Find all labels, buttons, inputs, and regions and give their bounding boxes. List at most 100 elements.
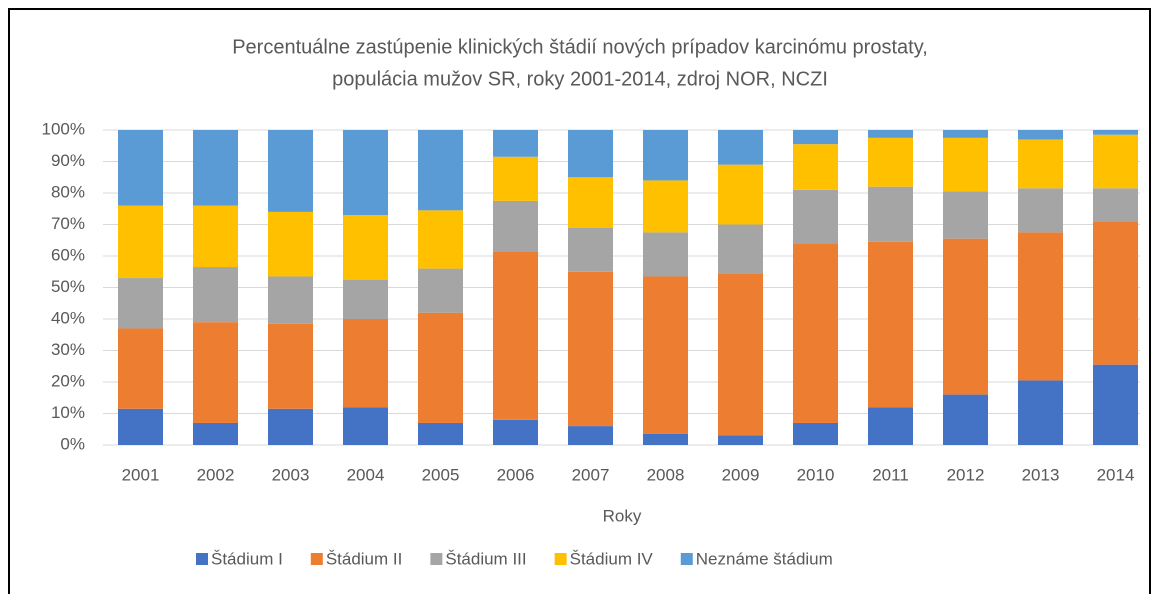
legend-swatch — [430, 553, 443, 565]
bar-segment — [793, 144, 838, 190]
bar-segment — [1093, 364, 1138, 445]
bar-segment — [568, 227, 613, 272]
bar-segment — [943, 137, 988, 192]
bar-segment — [343, 215, 388, 280]
bar-segment — [868, 130, 913, 138]
bar-segment — [643, 433, 688, 445]
bar-segment — [868, 407, 913, 445]
bar-segment — [643, 130, 688, 181]
bar-segment — [193, 205, 238, 268]
bar-segment — [568, 177, 613, 228]
bar-segment — [118, 408, 163, 445]
bar-segment — [943, 238, 988, 395]
bar-segment — [643, 276, 688, 434]
y-tick-label: 100% — [42, 119, 85, 138]
bar-segment — [493, 419, 538, 445]
bar-segment — [793, 130, 838, 145]
bar-segment — [1018, 380, 1063, 445]
bar-segment — [118, 328, 163, 409]
y-tick-label: 70% — [51, 214, 85, 233]
bar-segment — [268, 130, 313, 212]
bar-segment — [268, 276, 313, 324]
bar-segment — [718, 164, 763, 225]
bar-segment — [943, 130, 988, 138]
bar-segment — [418, 130, 463, 211]
x-tick-label: 2008 — [647, 465, 685, 484]
bar-segment — [1093, 134, 1138, 189]
bar-segment — [568, 271, 613, 427]
bar-segment — [268, 323, 313, 409]
bar-segment — [868, 241, 913, 408]
bar-segment — [418, 312, 463, 423]
bar-segment — [418, 210, 463, 269]
bar-segment — [193, 267, 238, 323]
x-tick-label: 2005 — [422, 465, 460, 484]
frame — [8, 8, 1151, 594]
legend-swatch — [554, 553, 567, 565]
x-tick-label: 2002 — [197, 465, 235, 484]
bar-segment — [718, 130, 763, 165]
bar-segment — [1018, 188, 1063, 233]
x-tick-label: 2012 — [947, 465, 985, 484]
bar-segment — [568, 130, 613, 178]
legend-label: Štádium I — [211, 549, 283, 568]
bar-segment — [493, 200, 538, 252]
chart-title: Percentuálne zastúpenie klinických štádi… — [232, 36, 928, 58]
bar-segment — [793, 422, 838, 445]
bar-segment — [1093, 130, 1138, 135]
bar-segment — [118, 130, 163, 206]
bar-segment — [1093, 221, 1138, 365]
bar-segment — [943, 394, 988, 445]
bar-segment — [1093, 188, 1138, 222]
bar-segment — [268, 211, 313, 277]
bar-segment — [793, 189, 838, 244]
bar-segment — [343, 279, 388, 319]
y-tick-label: 60% — [51, 245, 85, 264]
x-tick-label: 2003 — [272, 465, 310, 484]
x-axis-label: Roky — [603, 506, 642, 525]
bar-segment — [193, 322, 238, 423]
bar-segment — [343, 319, 388, 408]
bar-segment — [343, 407, 388, 445]
y-tick-label: 50% — [51, 277, 85, 296]
y-tick-label: 10% — [51, 403, 85, 422]
bar-segment — [193, 130, 238, 206]
y-tick-label: 20% — [51, 371, 85, 390]
bar-segment — [718, 273, 763, 436]
x-tick-label: 2010 — [797, 465, 835, 484]
legend-label: Štádium III — [445, 549, 526, 568]
bar-segment — [793, 243, 838, 423]
bar-segment — [118, 205, 163, 279]
bar-segment — [493, 130, 538, 157]
bar-segment — [943, 191, 988, 239]
x-tick-label: 2001 — [122, 465, 160, 484]
bar-segment — [268, 408, 313, 445]
legend-swatch — [680, 553, 693, 565]
bar-segment — [343, 130, 388, 216]
legend-swatch — [196, 553, 208, 565]
y-tick-label: 0% — [60, 434, 85, 453]
bar-segment — [643, 180, 688, 233]
x-tick-label: 2006 — [497, 465, 535, 484]
x-tick-label: 2014 — [1097, 465, 1135, 484]
x-tick-label: 2004 — [347, 465, 385, 484]
bar-segment — [718, 224, 763, 274]
legend-swatch — [310, 553, 323, 565]
x-tick-label: 2013 — [1022, 465, 1060, 484]
y-tick-label: 80% — [51, 182, 85, 201]
x-tick-label: 2009 — [722, 465, 760, 484]
bar-segment — [1018, 139, 1063, 189]
x-tick-label: 2011 — [872, 465, 909, 484]
y-tick-label: 40% — [51, 308, 85, 327]
bar-segment — [418, 268, 463, 313]
bar-segment — [718, 435, 763, 445]
bar-segment — [493, 156, 538, 201]
bar-segment — [418, 422, 463, 445]
legend-label: Štádium II — [326, 549, 403, 568]
bar-segment — [643, 232, 688, 277]
bar-segment — [493, 251, 538, 420]
x-tick-label: 2007 — [572, 465, 610, 484]
bar-segment — [118, 278, 163, 329]
bar-segment — [868, 186, 913, 242]
